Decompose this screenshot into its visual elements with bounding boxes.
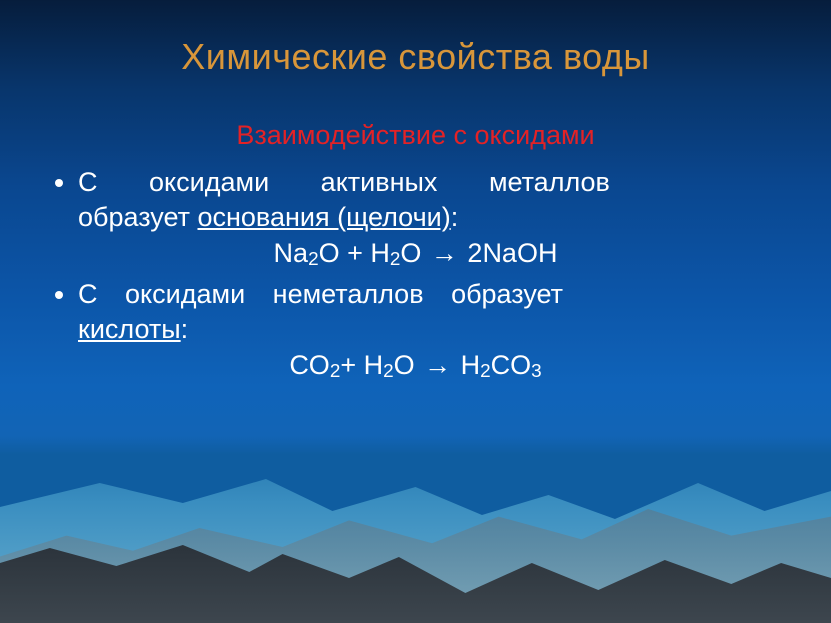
eq-sub: 2 — [390, 249, 401, 270]
eq-term: H — [370, 238, 390, 268]
word: неметаллов — [273, 279, 424, 309]
bullet-2-line1: С оксидами неметаллов образует — [78, 279, 563, 309]
bullet-2-tail: : — [181, 314, 189, 344]
bullet-item-2: С оксидами неметаллов образует кислоты: — [78, 277, 783, 346]
bullet-1-underlined: основания (щелочи) — [197, 202, 450, 232]
eq-sub: 2 — [308, 249, 319, 270]
eq-arrow: → — [421, 238, 467, 268]
word: С — [78, 279, 98, 309]
content-area: Химические свойства воды Взаимодействие … — [0, 0, 831, 389]
bullet-1-tail: : — [451, 202, 459, 232]
eq-plus: + — [340, 350, 363, 380]
slide: Химические свойства воды Взаимодействие … — [0, 0, 831, 623]
slide-subtitle: Взаимодействие с оксидами — [48, 120, 783, 151]
background-illustration — [0, 423, 831, 623]
bullet-list-2: С оксидами неметаллов образует кислоты: — [48, 277, 783, 346]
eq-term: Na — [274, 238, 309, 268]
eq-term: CO — [289, 350, 330, 380]
bullet-list: С оксидами активных металлов образует ос… — [48, 165, 783, 234]
word: образует — [451, 279, 563, 309]
eq-sub: 2 — [330, 361, 341, 382]
bullet-1-line2-lead: образует — [78, 202, 197, 232]
bullet-2-underlined: кислоты — [78, 314, 181, 344]
word: оксидами — [149, 167, 269, 197]
bullet-item-1: С оксидами активных металлов образует ос… — [78, 165, 783, 234]
word: активных — [321, 167, 438, 197]
eq-sub: 2 — [383, 361, 394, 382]
eq-term: O — [400, 238, 421, 268]
word: С — [78, 167, 98, 197]
eq-term: H — [364, 350, 384, 380]
eq-arrow: → — [415, 350, 461, 380]
word: металлов — [489, 167, 610, 197]
equation-2: CO2+ H2O → H2CO3 — [48, 350, 783, 381]
eq-term: CO — [491, 350, 532, 380]
eq-term: O — [319, 238, 348, 268]
eq-term: 2NaOH — [467, 238, 557, 268]
eq-term: H — [461, 350, 481, 380]
eq-term: O — [394, 350, 415, 380]
bullet-1-line1: С оксидами активных металлов — [78, 167, 610, 197]
word: оксидами — [125, 279, 245, 309]
eq-sub: 3 — [531, 361, 542, 382]
eq-plus: + — [347, 238, 370, 268]
slide-title: Химические свойства воды — [48, 36, 783, 78]
equation-1: Na2O + H2O → 2NaOH — [48, 238, 783, 269]
eq-sub: 2 — [480, 361, 491, 382]
